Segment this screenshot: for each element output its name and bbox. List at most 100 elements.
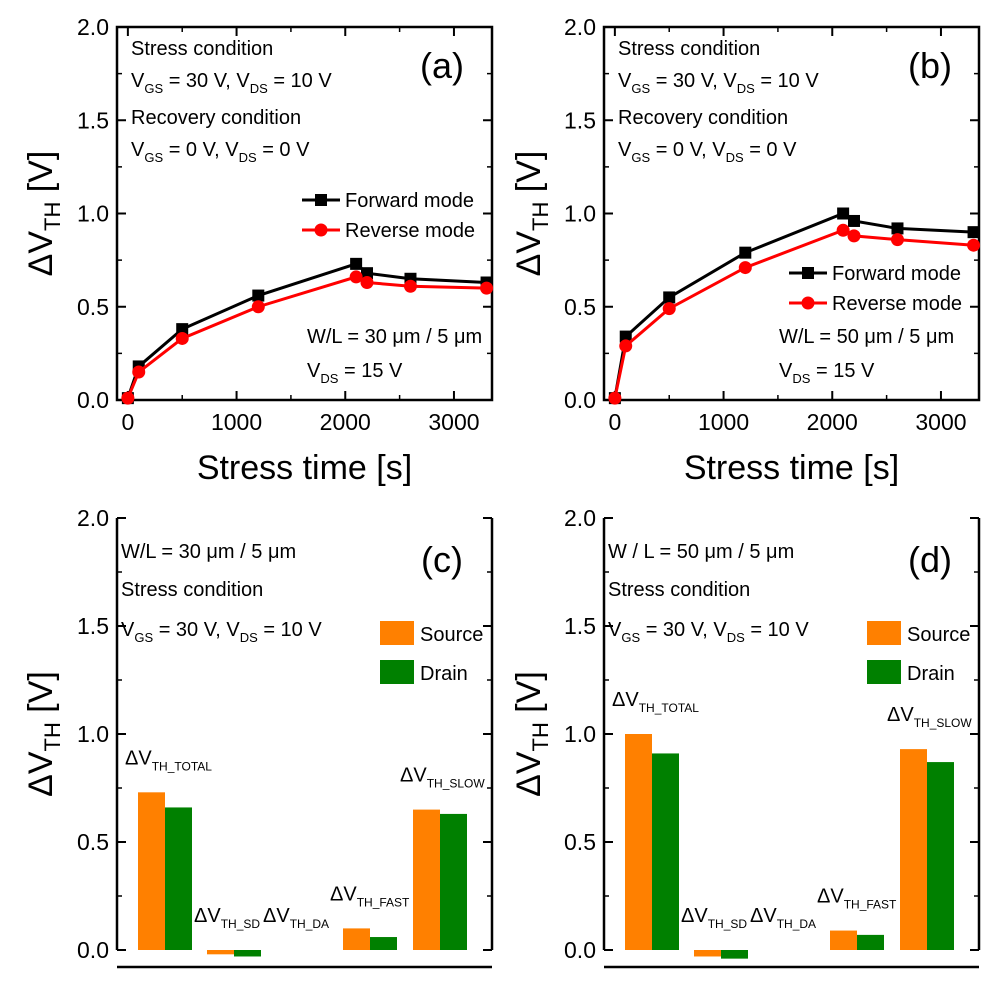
y-label-subscript: TH <box>528 722 553 751</box>
text-run: = 0 V, V <box>650 139 726 161</box>
subscript: TH_SLOW <box>914 716 973 730</box>
y-axis-label: ΔVTH [V] <box>510 671 553 797</box>
text-run: V <box>608 619 622 641</box>
subscript: TH_SLOW <box>427 777 486 791</box>
x-tick-label: 0 <box>121 409 134 435</box>
x-tick-label: 0 <box>608 409 621 435</box>
y-tick-label: 2.0 <box>77 505 109 531</box>
stress-condition-title: Stress condition <box>131 38 273 60</box>
subscript: DS <box>320 371 338 386</box>
data-point-circle <box>890 233 904 247</box>
drain-bias: VDS = 15 V <box>307 360 403 386</box>
legend-marker-circle <box>314 223 328 237</box>
legend-swatch <box>867 660 901 684</box>
category-label: ΔVTH_TOTAL <box>125 747 212 773</box>
bar-drain <box>927 762 954 950</box>
legend-swatch <box>867 621 901 645</box>
y-tick-label: 1.0 <box>77 201 109 227</box>
recovery-condition-values: VGS = 0 V, VDS = 0 V <box>131 139 310 165</box>
legend-label: Reverse mode <box>345 220 475 242</box>
x-tick-label: 2000 <box>320 409 371 435</box>
subscript: TH_TOTAL <box>639 701 700 715</box>
data-point-circle <box>847 229 861 243</box>
x-tick-label: 2000 <box>807 409 858 435</box>
category-label: ΔVTH_SLOW <box>400 765 485 791</box>
bar-source <box>343 928 370 950</box>
text-run: ΔV <box>330 883 357 905</box>
text-run: ΔV <box>681 905 708 927</box>
category-label: ΔVTH_SD <box>194 905 260 931</box>
data-point-circle <box>608 391 622 405</box>
text-run: ΔV <box>125 747 152 769</box>
legend-label: Forward mode <box>832 263 961 285</box>
y-axis-label: ΔVTH [V] <box>22 151 65 277</box>
device-geometry: W/L = 30 μm / 5 μm <box>307 326 482 348</box>
drain-bias: VDS = 15 V <box>779 360 875 386</box>
legend-label: Reverse mode <box>832 293 962 315</box>
text-run: V <box>779 360 793 382</box>
category-label: ΔVTH_SLOW <box>887 704 972 730</box>
data-point-square <box>891 222 904 235</box>
device-geometry: W/L = 30 μm / 5 μm <box>121 541 296 563</box>
bar-source <box>900 749 927 950</box>
category-label: ΔVTH_DA <box>750 905 816 931</box>
data-point-circle <box>619 339 633 353</box>
x-tick-label: 3000 <box>428 409 479 435</box>
text-run: V <box>307 360 321 382</box>
bar-drain <box>370 937 397 950</box>
bar-source <box>694 950 721 957</box>
y-tick-label: 1.5 <box>564 613 596 639</box>
bar-source <box>138 792 165 950</box>
panel-a-line-chart: 0.0 0.5 1.0 1.5 2.0 ΔVTH [V] (a) 0 1000 2000 3000 S… <box>22 14 494 487</box>
data-point-circle <box>175 331 189 345</box>
data-point-square <box>252 289 265 302</box>
y-axis-label: ΔVTH [V] <box>510 151 553 277</box>
subscript: TH_TOTAL <box>152 759 213 773</box>
legend-swatch <box>380 621 414 645</box>
subscript: DS <box>239 150 257 165</box>
bar-drain <box>440 813 467 950</box>
y-label-run: [V] <box>510 671 548 722</box>
data-point-circle <box>251 300 265 314</box>
text-run: ΔV <box>750 905 777 927</box>
panel-tag: (d) <box>908 539 952 580</box>
subscript: GS <box>134 630 153 645</box>
x-tick-label: 1000 <box>698 409 749 435</box>
text-run: = 30 V, V <box>153 619 240 641</box>
y-tick-label: 0.0 <box>77 387 109 413</box>
data-point-circle <box>662 302 676 316</box>
bar-drain <box>652 753 679 950</box>
recovery-condition-title: Recovery condition <box>131 107 301 129</box>
legend-label: Source <box>907 624 970 646</box>
stress-condition-values: VGS = 30 V, VDS = 10 V <box>618 70 819 96</box>
text-run: = 30 V, V <box>650 70 737 92</box>
text-run: V <box>131 139 145 161</box>
text-run: ΔV <box>817 886 844 908</box>
y-tick-label: 2.0 <box>564 14 596 40</box>
y-label-run: [V] <box>510 151 548 202</box>
subscript: GS <box>621 630 640 645</box>
recovery-condition-title: Recovery condition <box>618 107 788 129</box>
y-tick-label: 0.0 <box>564 387 596 413</box>
x-tick-label: 1000 <box>211 409 262 435</box>
category-label: ΔVTH_TOTAL <box>612 689 699 715</box>
y-tick-label: 2.0 <box>77 14 109 40</box>
series-line <box>126 275 487 399</box>
bar-source <box>625 734 652 950</box>
subscript: GS <box>144 150 163 165</box>
y-label-run: [V] <box>22 151 60 202</box>
y-label-run: ΔV <box>510 231 548 277</box>
y-tick-label: 1.5 <box>564 107 596 133</box>
y-axis-label: ΔVTH [V] <box>22 671 65 797</box>
subscript: DS <box>240 630 258 645</box>
text-run: = 10 V <box>268 70 333 92</box>
subscript: GS <box>631 81 650 96</box>
series-line <box>126 262 487 399</box>
data-point-square <box>619 330 632 343</box>
panel-tag: (a) <box>420 45 464 86</box>
subscript: TH_FAST <box>844 898 897 912</box>
panel-tag: (b) <box>908 45 952 86</box>
text-run: = 10 V <box>258 619 323 641</box>
subscript: DS <box>792 371 810 386</box>
bar-drain <box>234 950 261 957</box>
